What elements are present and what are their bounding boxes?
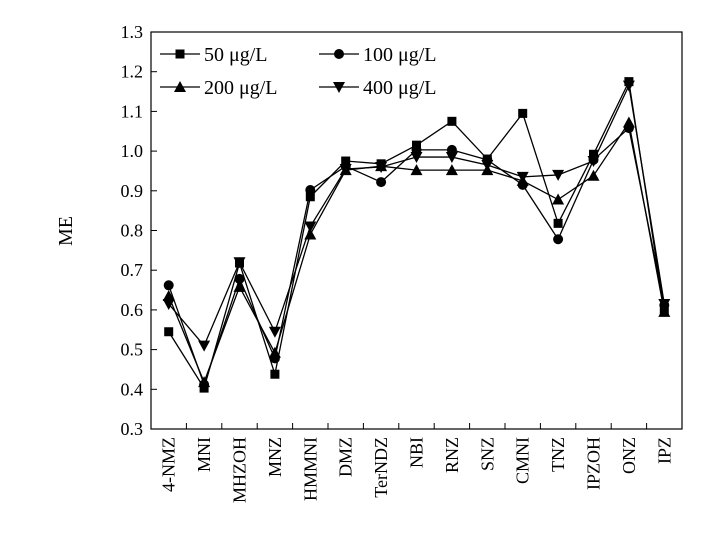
- data-point: [162, 290, 175, 302]
- data-point: [481, 159, 494, 171]
- y-tick-label: 1.3: [121, 22, 144, 42]
- data-point: [233, 280, 246, 292]
- data-point: [198, 376, 211, 388]
- series-layer: [162, 77, 671, 393]
- data-point: [305, 192, 315, 202]
- data-point: [233, 257, 246, 269]
- x-tick-label: HMMNI: [300, 437, 320, 501]
- x-tick-label: MNZ: [265, 437, 285, 477]
- x-tick-label: MNI: [194, 437, 214, 472]
- x-tick-label: SNZ: [477, 437, 497, 471]
- data-point: [376, 177, 387, 188]
- x-tick-label: CMNI: [513, 437, 533, 484]
- y-tick-label: 1.1: [121, 101, 144, 121]
- x-tick-label: MHZOH: [230, 437, 250, 503]
- legend-label: 50 μg/L: [204, 44, 268, 66]
- data-point: [268, 346, 281, 358]
- data-point: [589, 149, 598, 159]
- legend-label: 200 μg/L: [204, 77, 278, 99]
- y-tick-label: 1.0: [121, 141, 144, 161]
- series-line: [168, 83, 665, 347]
- data-point: [198, 340, 211, 352]
- x-axis: 4-NMZ MNI MHZOH MNZ HMMNI DMZ TerNDZ NBI RNZ SNZ C…: [150, 423, 683, 503]
- data-point: [553, 218, 563, 228]
- x-tick-label: 4-NMZ: [159, 437, 179, 492]
- data-point: [658, 305, 671, 317]
- data-point: [162, 298, 175, 310]
- legend-marker: [334, 49, 344, 59]
- legend-label: 100 μg/L: [363, 44, 437, 66]
- legend-item: 400 μg/L: [319, 77, 437, 99]
- x-tick-label: TerNDZ: [371, 437, 391, 498]
- data-point: [304, 221, 317, 233]
- y-axis-label: ME: [55, 216, 77, 246]
- legend-marker: [174, 81, 186, 92]
- data-point: [268, 326, 281, 338]
- legend-label: 400 μg/L: [363, 77, 437, 99]
- series-line: [168, 79, 665, 390]
- data-point: [410, 152, 423, 164]
- data-point: [518, 108, 528, 118]
- legend-marker: [175, 49, 185, 59]
- data-point: [305, 185, 316, 196]
- legend-item: 100 μg/L: [319, 44, 437, 66]
- y-tick-label: 0.4: [121, 379, 144, 399]
- y-tick-label: 0.8: [121, 221, 144, 241]
- x-tick-label: TNZ: [548, 437, 568, 472]
- data-point: [163, 280, 174, 291]
- y-tick-label: 0.9: [121, 181, 144, 201]
- x-tick-label: IPZOH: [584, 437, 604, 490]
- y-axis: 0.3 0.4 0.5 0.6 0.7 0.8 0.9 1.0 1.1 1.2 1.3: [121, 22, 157, 439]
- legend-marker: [333, 82, 345, 93]
- data-point: [164, 327, 174, 337]
- x-tick-label: RNZ: [442, 437, 462, 473]
- data-point: [516, 171, 529, 183]
- data-point: [552, 169, 565, 181]
- data-point: [445, 164, 458, 176]
- data-point: [553, 234, 564, 245]
- y-tick-label: 0.6: [121, 300, 144, 320]
- data-point: [445, 152, 458, 164]
- data-point: [658, 298, 671, 310]
- x-tick-label: ONZ: [619, 437, 639, 474]
- x-tick-label: NBI: [407, 437, 427, 468]
- data-point: [375, 161, 388, 173]
- data-point: [339, 163, 352, 175]
- legend-item: 50 μg/L: [160, 44, 268, 66]
- y-tick-label: 0.5: [121, 340, 144, 360]
- data-point: [587, 169, 600, 181]
- data-point: [587, 156, 600, 168]
- data-point: [447, 116, 457, 126]
- series-1: [164, 77, 669, 393]
- data-point: [410, 164, 423, 176]
- data-point: [270, 369, 280, 379]
- x-tick-label: DMZ: [336, 437, 356, 477]
- legend-item: 200 μg/L: [160, 77, 278, 99]
- y-tick-label: 0.3: [121, 419, 144, 439]
- series-4: [162, 80, 671, 352]
- y-tick-label: 0.7: [121, 260, 144, 280]
- data-point: [341, 156, 351, 166]
- data-point: [552, 193, 565, 205]
- data-point: [622, 80, 635, 92]
- legend: 50 μg/L 100 μg/L 200 μg/L 400 μg/L: [160, 44, 437, 99]
- series-3: [162, 116, 671, 388]
- data-point: [234, 273, 245, 284]
- y-tick-label: 1.2: [121, 62, 144, 82]
- x-tick-label: IPZ: [654, 437, 674, 464]
- data-point: [622, 116, 635, 128]
